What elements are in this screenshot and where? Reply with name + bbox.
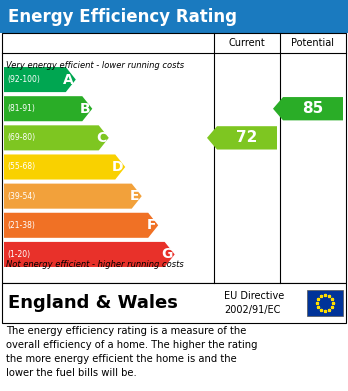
Text: (55-68): (55-68) — [7, 163, 35, 172]
Text: (81-91): (81-91) — [7, 104, 35, 113]
Polygon shape — [273, 97, 343, 120]
Text: overall efficiency of a home. The higher the rating: overall efficiency of a home. The higher… — [6, 340, 258, 350]
Text: Potential: Potential — [292, 38, 334, 48]
Polygon shape — [4, 126, 109, 151]
Text: G: G — [161, 248, 173, 262]
Text: D: D — [112, 160, 123, 174]
Text: Not energy efficient - higher running costs: Not energy efficient - higher running co… — [6, 260, 184, 269]
Text: A: A — [63, 73, 74, 86]
Text: (39-54): (39-54) — [7, 192, 35, 201]
Text: (92-100): (92-100) — [7, 75, 40, 84]
Text: C: C — [96, 131, 107, 145]
Polygon shape — [4, 242, 175, 267]
Text: (1-20): (1-20) — [7, 250, 30, 259]
Polygon shape — [4, 184, 142, 209]
Text: Current: Current — [229, 38, 266, 48]
Polygon shape — [4, 67, 76, 92]
Polygon shape — [207, 126, 277, 149]
Text: E: E — [130, 189, 140, 203]
Text: F: F — [147, 218, 156, 232]
Bar — [2, 33, 346, 283]
Bar — [307, 290, 343, 316]
Text: (69-80): (69-80) — [7, 133, 35, 142]
Text: 72: 72 — [236, 130, 258, 145]
Text: England & Wales: England & Wales — [8, 294, 178, 312]
Bar — [0, 0, 348, 33]
Text: 85: 85 — [302, 101, 324, 116]
Polygon shape — [4, 154, 125, 179]
Text: B: B — [80, 102, 90, 116]
Text: (21-38): (21-38) — [7, 221, 35, 230]
Text: EU Directive
2002/91/EC: EU Directive 2002/91/EC — [224, 291, 284, 315]
Bar — [2, 283, 346, 323]
Text: The energy efficiency rating is a measure of the: The energy efficiency rating is a measur… — [6, 326, 246, 336]
Text: lower the fuel bills will be.: lower the fuel bills will be. — [6, 368, 137, 378]
Polygon shape — [4, 96, 92, 121]
Polygon shape — [4, 213, 158, 238]
Text: Energy Efficiency Rating: Energy Efficiency Rating — [8, 7, 237, 25]
Text: the more energy efficient the home is and the: the more energy efficient the home is an… — [6, 354, 237, 364]
Text: Very energy efficient - lower running costs: Very energy efficient - lower running co… — [6, 61, 184, 70]
